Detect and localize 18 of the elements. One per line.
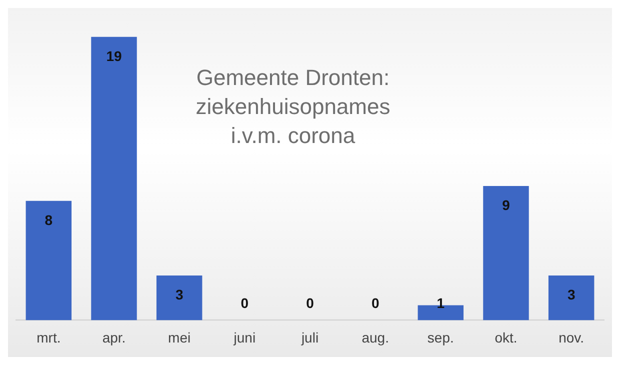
- data-label: 0: [371, 295, 380, 312]
- data-label: 3: [175, 286, 184, 302]
- x-tick-label: apr.: [102, 329, 126, 346]
- x-tick-label: mei: [168, 329, 191, 346]
- text: Gemeente Dronten: ziekenhuisopnames i.v.m. corona: [194, 64, 392, 150]
- x-tick-label: nov.: [558, 329, 584, 346]
- x-tick-label: mrt.: [36, 329, 61, 346]
- x-tick-label: sep.: [427, 329, 454, 346]
- data-label: 8: [44, 212, 53, 228]
- x-tick-label: juni: [232, 329, 256, 346]
- data-label: 0: [240, 295, 249, 312]
- x-tick-label: okt.: [494, 329, 518, 346]
- data-label: 0: [306, 295, 314, 312]
- x-tick-label: aug.: [362, 329, 389, 346]
- data-label: 19: [106, 48, 122, 64]
- data-label: 3: [567, 286, 576, 302]
- x-tick-label: juli: [300, 329, 319, 346]
- data-label: 9: [502, 196, 510, 213]
